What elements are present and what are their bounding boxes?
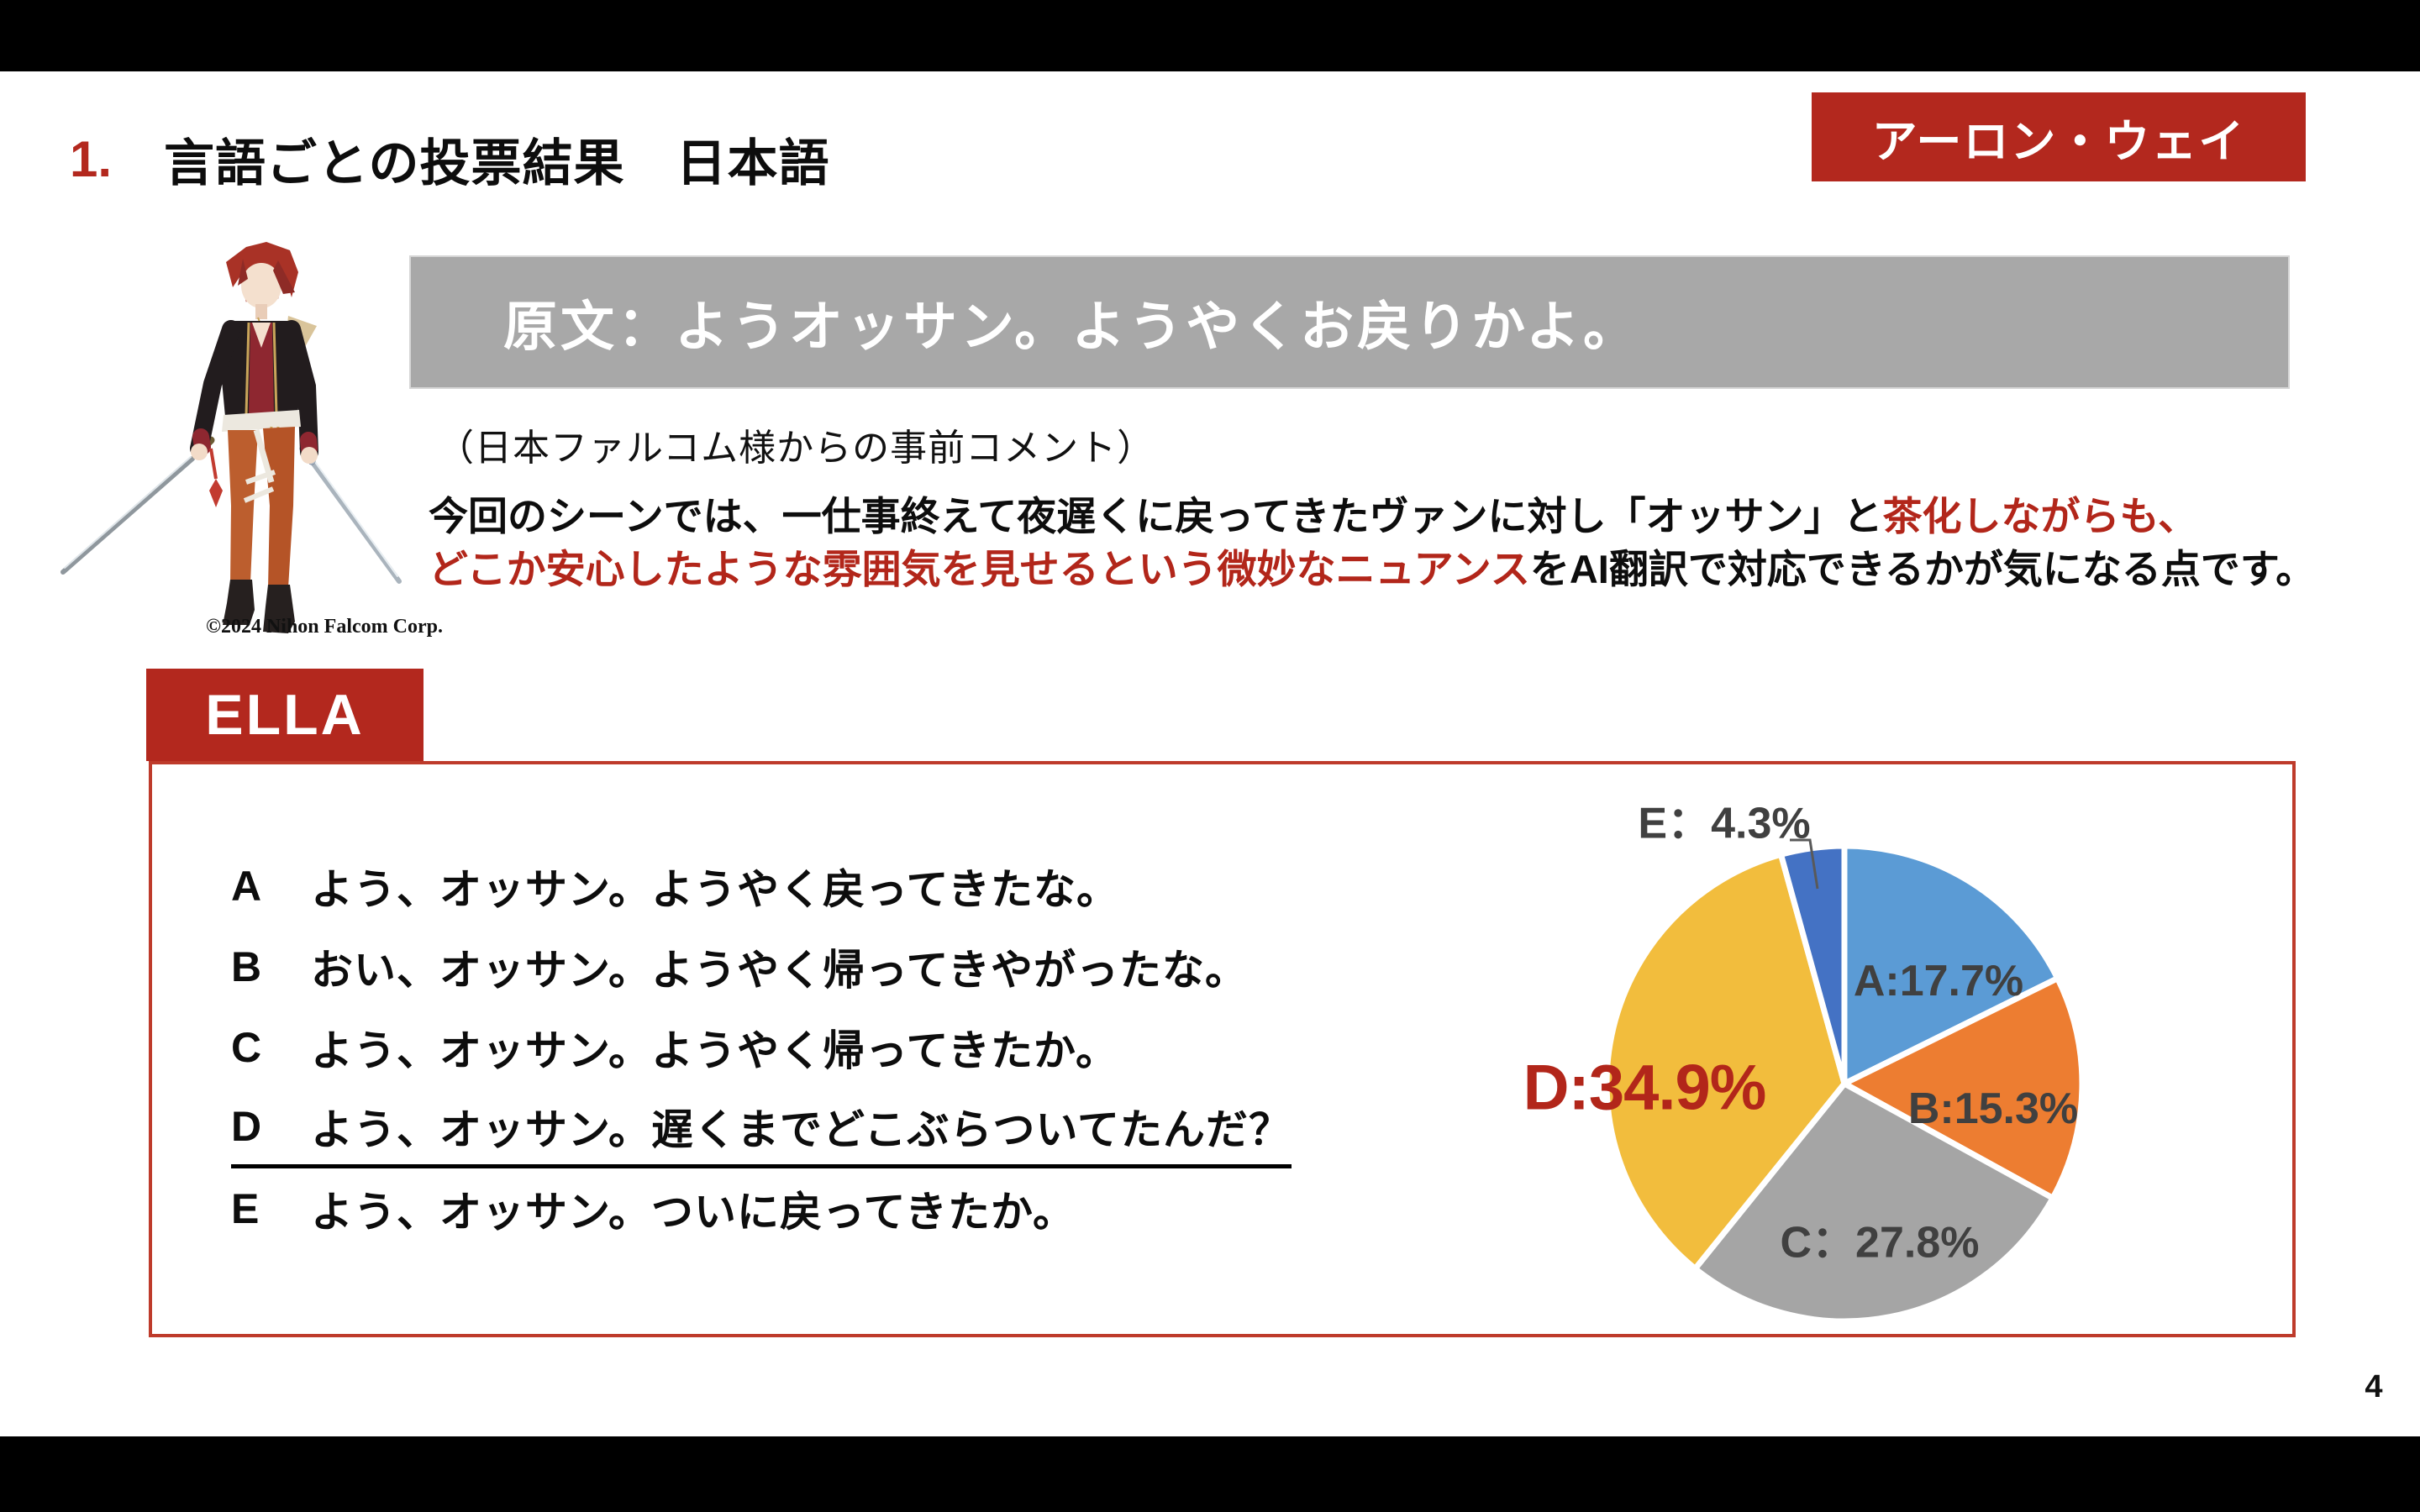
page-number: 4: [2365, 1369, 2383, 1404]
option-row-E: E よう、オッサン。ついに戻ってきたか。: [231, 1168, 1076, 1249]
source-text-banner: 原文：ようオッサン。ようやくお戻りかよ。: [409, 255, 2290, 389]
pie-svg: [1603, 838, 2086, 1325]
option-letter: B: [231, 943, 262, 990]
option-text: よう、オッサン。遅くまでどこぶらついてたんだ？: [311, 1105, 1292, 1153]
answer-options-list: A よう、オッサン。ようやく戻ってきたな。 B おい、オッサン。ようやく帰ってきやがっ…: [231, 846, 1292, 1249]
option-text: よう、オッサン。ようやく帰ってきたか。: [311, 1027, 1118, 1074]
character-boots: [223, 580, 255, 625]
letterbox-top: [0, 0, 2420, 71]
option-text: おい、オッサン。ようやく帰ってきやがったな。: [311, 947, 1248, 994]
pie-label-A: A:17.7%: [1853, 957, 2024, 1005]
option-letter: D: [231, 1102, 262, 1150]
option-row-A: A よう、オッサン。ようやく戻ってきたな。: [231, 846, 1119, 927]
pie-label-E: E：4.3%: [1638, 799, 1811, 848]
character-pants: [228, 430, 258, 583]
vote-pie-chart: A:17.7% B:15.3% C：27.8% D:34.9% E：4.3%: [1386, 781, 2227, 1344]
pie-label-leader-line: [1790, 838, 1819, 890]
slide-title: 1. 言語ごとの投票結果 日本語: [70, 123, 829, 195]
model-name-tab: ELLA: [146, 669, 424, 761]
pie-label-B: B:15.3%: [1907, 1084, 2079, 1133]
option-row-C: C よう、オッサン。ようやく帰ってきたか。: [231, 1007, 1118, 1088]
pie-slice-D: [1603, 851, 1848, 1272]
option-row-D: D よう、オッサン。遅くまでどこぶらついてたんだ？: [231, 1088, 1292, 1168]
comment-line-1: 今回のシーンでは、一仕事終えて夜遅くに戻ってきたヴァンに対し「オッサン」と茶化し…: [429, 494, 2198, 538]
character-belt: [222, 410, 301, 432]
option-text: よう、オッサン。ついに戻ってきたか。: [311, 1189, 1076, 1236]
sword-tassel: [209, 479, 223, 507]
option-letter: E: [231, 1185, 260, 1232]
pie-label-D: D:34.9%: [1523, 1052, 1767, 1124]
comment-intro: （日本ファルコム様からの事前コメント）: [437, 428, 1155, 469]
pie-slice-C: [1691, 1080, 2056, 1325]
character-illustration: [60, 242, 402, 633]
comment-line-2: どこか安心したような雰囲気を見せるという微妙なニュアンスをAI翻訳で対応できるか…: [429, 547, 2316, 591]
source-text: 原文：ようオッサン。ようやくお戻りかよ。: [503, 296, 1640, 357]
option-letter: C: [231, 1024, 262, 1071]
option-letter: A: [231, 863, 262, 910]
right-sword-icon: [299, 444, 402, 584]
option-row-B: B おい、オッサン。ようやく帰ってきやがったな。: [231, 927, 1248, 1007]
letterbox-bottom: [0, 1436, 2420, 1512]
pie-slice-B: [1841, 975, 2086, 1201]
pie-slice-A: [1841, 843, 2061, 1087]
speaker-badge: アーロン・ウェイ: [1812, 92, 2306, 181]
model-name-label: ELLA: [205, 683, 365, 747]
copyright-text: ©2024 Nihon Falcom Corp.: [206, 616, 443, 638]
option-text: よう、オッサン。ようやく戻ってきたな。: [311, 866, 1119, 913]
slide-title-number: 1.: [70, 130, 113, 187]
left-sword-icon: [60, 436, 215, 575]
slide-title-text: 言語ごとの投票結果 日本語: [164, 134, 830, 192]
comment-body: 今回のシーンでは、一仕事終えて夜遅くに戻ってきたヴァンに対し「オッサン」と茶化し…: [429, 490, 2315, 596]
speaker-badge-label: アーロン・ウェイ: [1871, 116, 2246, 167]
pie-label-C: C：27.8%: [1780, 1218, 1980, 1268]
